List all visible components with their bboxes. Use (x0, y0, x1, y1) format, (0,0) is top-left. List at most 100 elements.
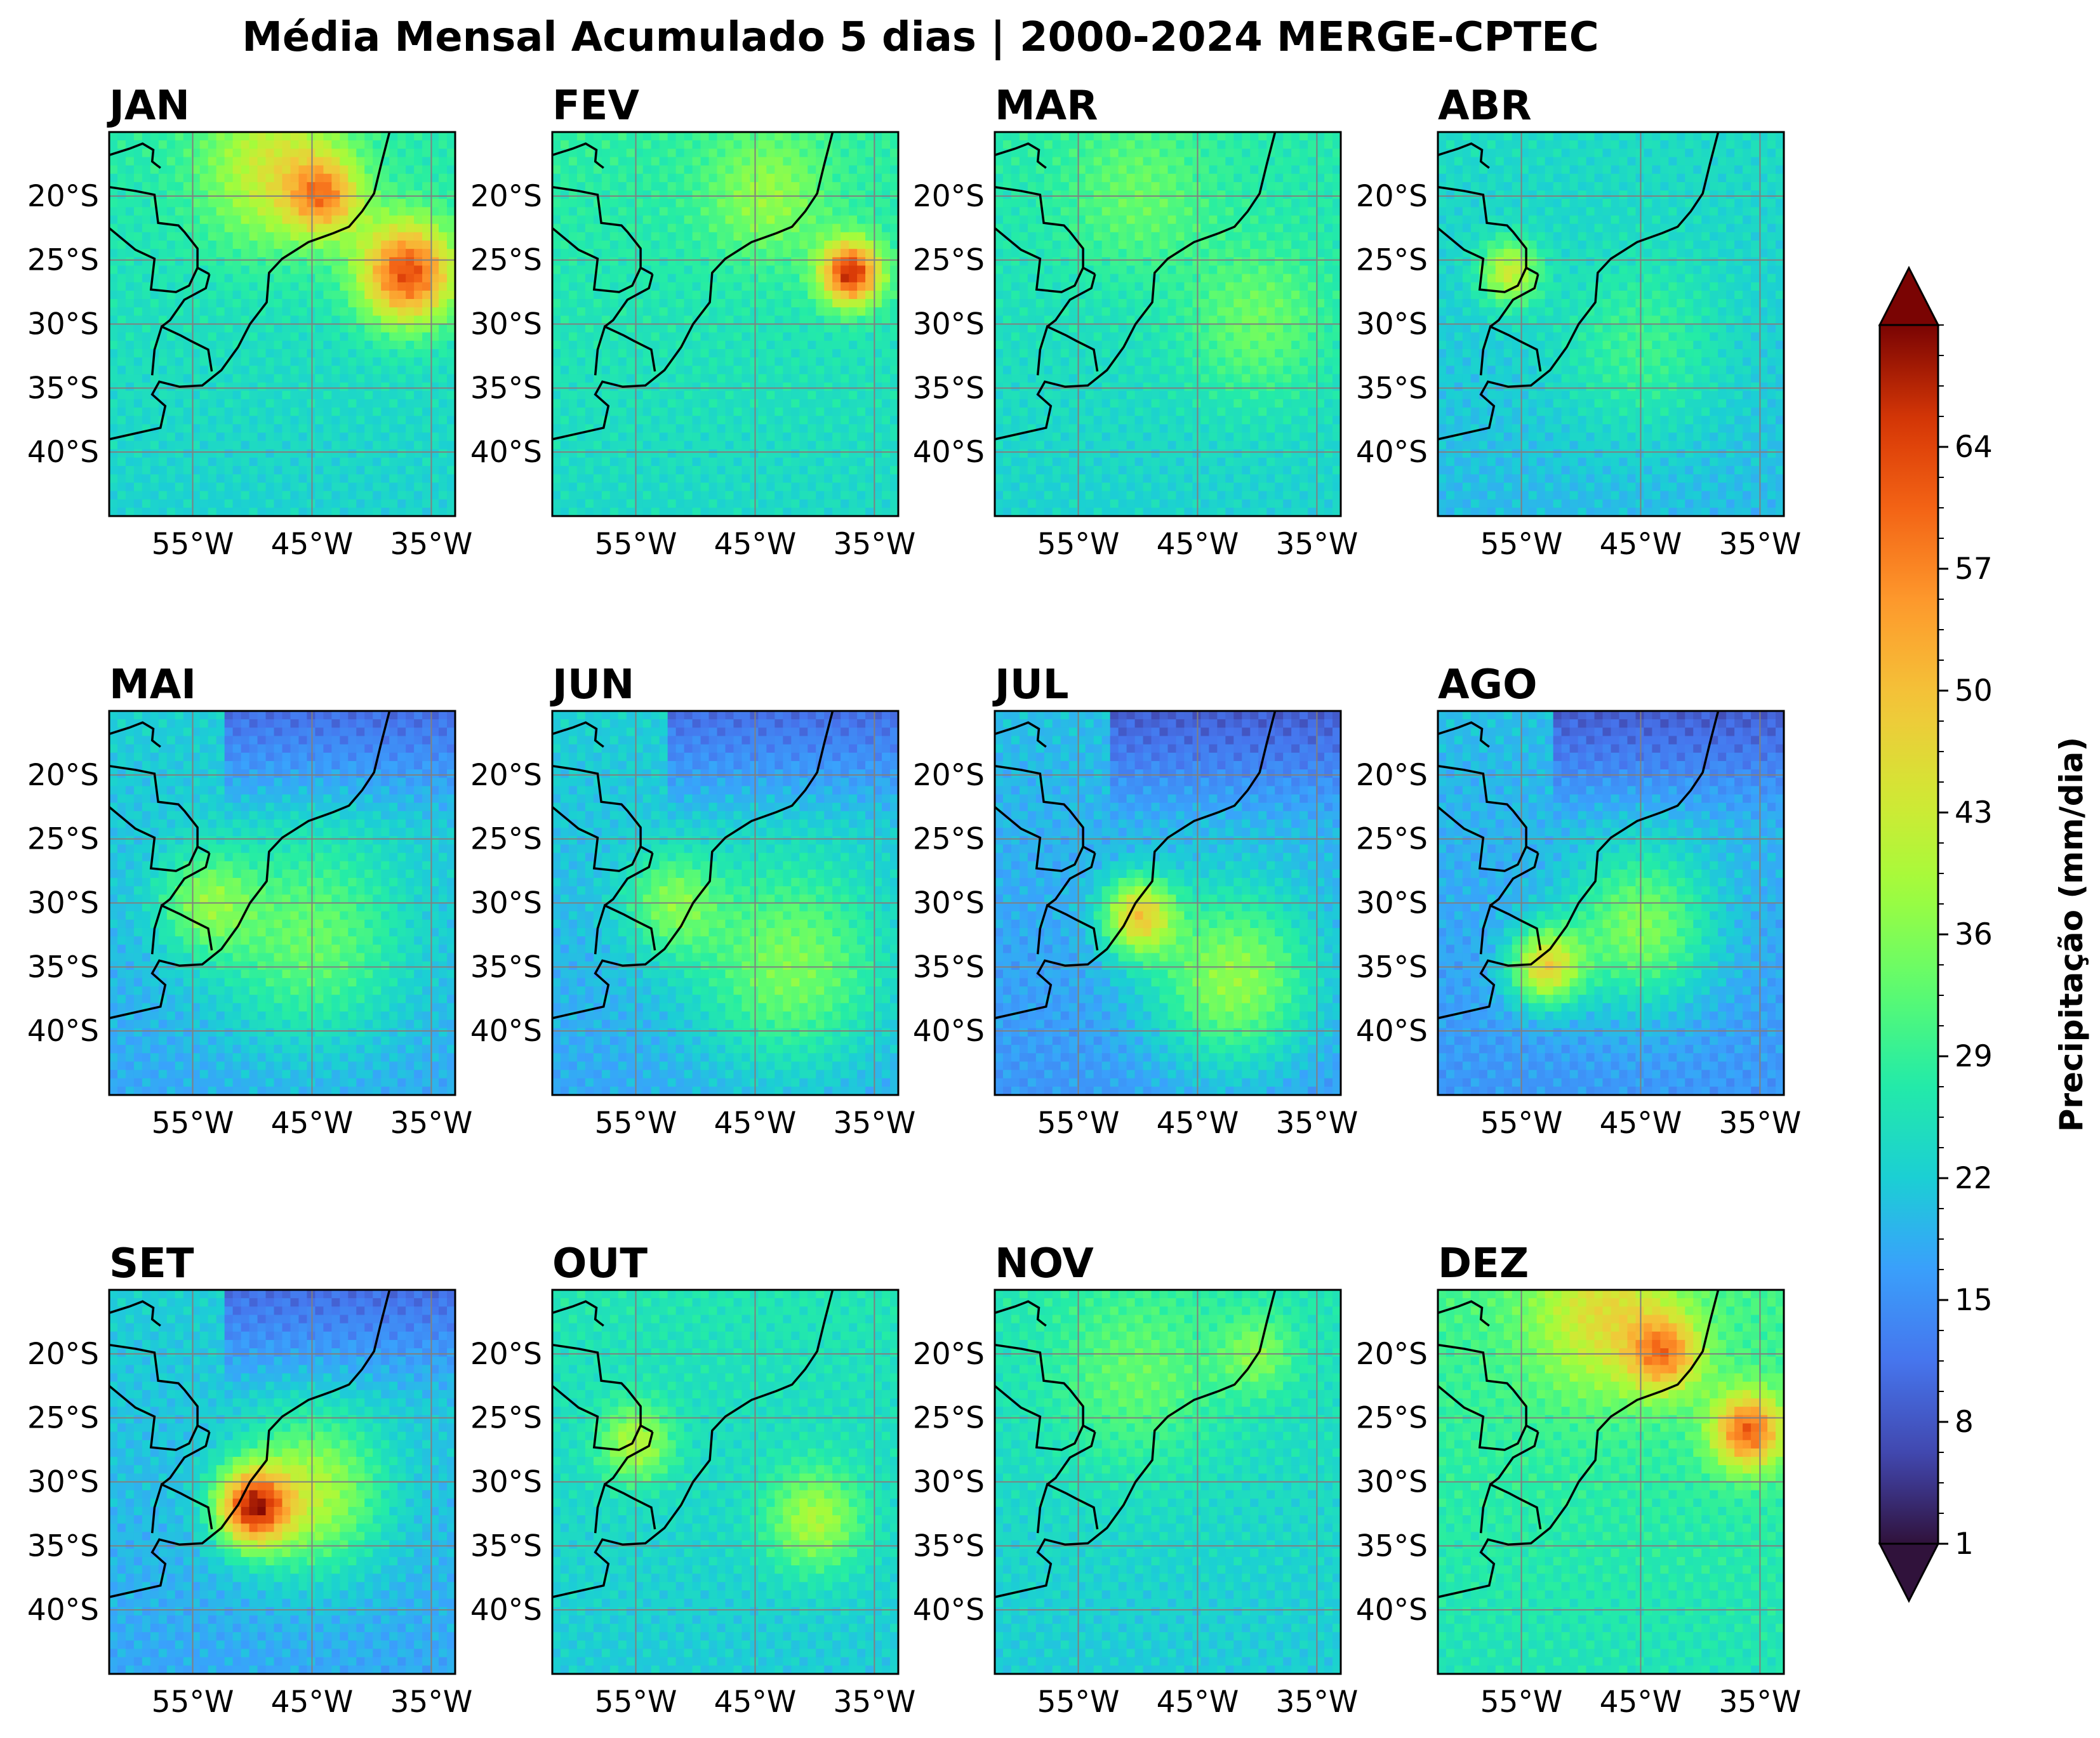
grid-cell (560, 299, 569, 308)
grid-cell (282, 315, 291, 325)
grid-cell (758, 290, 767, 300)
grid-cell (1283, 240, 1292, 249)
grid-cell (1159, 232, 1169, 241)
grid-cell (307, 207, 316, 216)
grid-cell (1217, 165, 1226, 175)
grid-cell (791, 399, 800, 408)
grid-cell (568, 399, 578, 408)
grid-cell (1332, 140, 1341, 149)
grid-cell (117, 474, 126, 483)
grid-cell (241, 507, 250, 517)
grid-cell (208, 432, 217, 442)
grid-cell (651, 466, 660, 475)
grid-cell (1192, 223, 1202, 233)
grid-cell (568, 274, 578, 283)
grid-cell (890, 232, 899, 241)
grid-cell (890, 249, 899, 258)
grid-cell (249, 223, 258, 233)
grid-cell (758, 366, 767, 375)
grid-cell (552, 282, 561, 291)
grid-cell (1192, 282, 1202, 291)
grid-cell (199, 215, 209, 225)
grid-cell (816, 482, 825, 492)
grid-cell (158, 432, 168, 442)
grid-cell (323, 182, 332, 191)
grid-cell (340, 157, 349, 166)
grid-cell (651, 507, 660, 517)
grid-cell (447, 482, 456, 492)
grid-cell (684, 474, 693, 483)
grid-cell (841, 307, 849, 316)
grid-cell (1209, 324, 1218, 333)
grid-cell (397, 215, 406, 225)
grid-cell (422, 257, 431, 267)
grid-cell (282, 399, 291, 408)
grid-cell (1233, 290, 1242, 300)
grid-cell (609, 232, 619, 241)
grid-cell (1052, 240, 1061, 249)
grid-cell (1002, 207, 1012, 216)
grid-cell (832, 507, 841, 517)
grid-cell (166, 182, 176, 191)
grid-cell (1176, 315, 1185, 325)
grid-cell (257, 449, 267, 458)
grid-cell (1184, 340, 1193, 350)
grid-cell (340, 432, 349, 442)
grid-cell (150, 491, 159, 500)
grid-cell (560, 307, 569, 316)
grid-cell (634, 507, 644, 517)
grid-cell (1068, 207, 1078, 216)
grid-cell (890, 140, 899, 149)
grid-cell (1299, 182, 1308, 191)
grid-cell (1242, 257, 1251, 267)
grid-cell (348, 249, 357, 258)
grid-cell (890, 466, 899, 475)
grid-cell (783, 307, 792, 316)
grid-cell (832, 457, 841, 467)
grid-cell (1283, 157, 1292, 166)
grid-cell (1184, 332, 1193, 342)
grid-cell (766, 190, 775, 199)
grid-cell (1209, 132, 1218, 141)
grid-cell (414, 215, 423, 225)
grid-cell (381, 307, 390, 316)
grid-cell (1192, 207, 1202, 216)
grid-cell (133, 282, 143, 291)
grid-cell (241, 491, 250, 500)
grid-cell (381, 366, 390, 375)
grid-cell (865, 240, 874, 249)
grid-cell (1324, 332, 1333, 342)
grid-cell (1217, 190, 1226, 199)
grid-cell (684, 149, 693, 158)
grid-cell (364, 182, 373, 191)
grid-cell (783, 165, 792, 175)
grid-cell (430, 408, 439, 416)
grid-cell (183, 315, 192, 325)
grid-cell (841, 491, 849, 500)
grid-cell (199, 466, 209, 475)
grid-cell (175, 441, 184, 450)
grid-cell (783, 132, 792, 141)
grid-cell (364, 474, 373, 483)
grid-cell (626, 348, 635, 358)
grid-cell (430, 282, 439, 291)
grid-cell (381, 190, 390, 199)
grid-cell (133, 132, 143, 141)
grid-cell (373, 324, 382, 333)
grid-cell (708, 173, 718, 183)
grid-cell (618, 274, 627, 283)
grid-cell (1250, 240, 1259, 249)
grid-cell (274, 474, 283, 483)
grid-cell (397, 232, 406, 241)
grid-cell (874, 432, 882, 442)
grid-cell (841, 315, 849, 325)
grid-cell (717, 382, 726, 392)
grid-cell (439, 366, 448, 375)
grid-cell (183, 274, 192, 283)
grid-cell (257, 348, 267, 358)
grid-cell (348, 390, 357, 400)
grid-cell (874, 340, 882, 350)
grid-cell (552, 157, 561, 166)
grid-cell (265, 182, 275, 191)
grid-cell (774, 357, 783, 366)
